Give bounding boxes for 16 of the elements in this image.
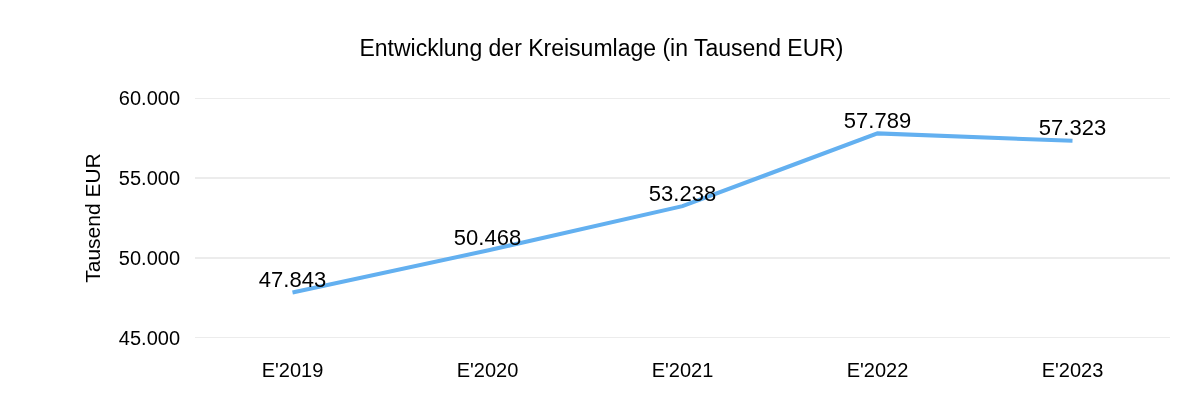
- y-tick-label: 45.000: [118, 327, 180, 349]
- y-axis-title: Tausend EUR: [80, 153, 104, 283]
- x-tick-label: E'2021: [651, 359, 714, 381]
- chart-title: Entwicklung der Kreisumlage (in Tausend EUR): [359, 35, 844, 62]
- y-tick-label: 60.000: [118, 87, 180, 109]
- x-tick-label: E'2019: [261, 359, 324, 381]
- data-label: 47.843: [258, 267, 327, 293]
- x-tick-label: E'2022: [846, 359, 909, 381]
- y-tick-label: 50.000: [118, 247, 180, 269]
- y-tick-label: 55.000: [118, 167, 180, 189]
- x-tick-label: E'2020: [456, 359, 519, 381]
- data-label: 57.323: [1038, 115, 1107, 141]
- data-label: 50.468: [453, 225, 522, 251]
- x-tick-label: E'2023: [1041, 359, 1104, 381]
- data-label: 57.789: [843, 107, 912, 133]
- data-label: 53.238: [648, 180, 717, 206]
